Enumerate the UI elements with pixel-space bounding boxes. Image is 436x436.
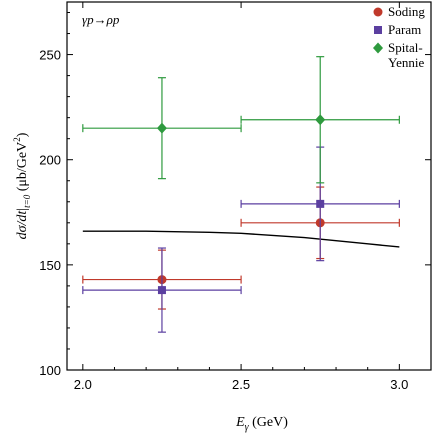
data-layer <box>82 56 400 333</box>
legend-label: Yennie <box>388 55 424 70</box>
x-tick-label: 2.0 <box>74 377 92 392</box>
y-tick-label: 100 <box>39 363 61 378</box>
y-tick-label: 200 <box>39 153 61 168</box>
legend-label: Soding <box>388 4 425 19</box>
axis-ticks: 2.0 2.5 3.0 100 150 200 250 <box>39 2 431 392</box>
marker-diamond <box>315 114 326 126</box>
y-tick-label: 250 <box>39 48 61 63</box>
model-curve <box>82 230 400 248</box>
legend-label: Param <box>388 22 421 37</box>
x-axis-label: Eγ (GeV) <box>235 415 288 433</box>
marker-square <box>316 199 325 208</box>
legend-label: Spital- <box>388 40 423 55</box>
reaction-annotation: γp→ρp <box>82 12 120 27</box>
data-point <box>82 77 242 180</box>
data-point <box>240 56 400 184</box>
x-tick-label: 2.5 <box>232 377 250 392</box>
legend-item: Soding <box>373 4 425 19</box>
marker-square <box>157 286 166 295</box>
legend-item: Param <box>374 22 421 37</box>
x-tick-label: 3.0 <box>390 377 408 392</box>
data-point <box>82 247 242 333</box>
marker-square <box>374 26 382 34</box>
marker-diamond <box>156 122 167 134</box>
marker-diamond <box>373 42 383 54</box>
legend-item: Spital-Yennie <box>373 40 424 70</box>
y-tick-label: 150 <box>39 258 61 273</box>
legend: Soding Param Spital-Yennie <box>373 4 425 70</box>
plot-frame <box>66 1 432 371</box>
y-axis-label: dσ/dt|t=0 (μb/GeV2) <box>12 132 32 239</box>
marker-circle <box>373 7 383 17</box>
curve-layer <box>82 230 400 248</box>
